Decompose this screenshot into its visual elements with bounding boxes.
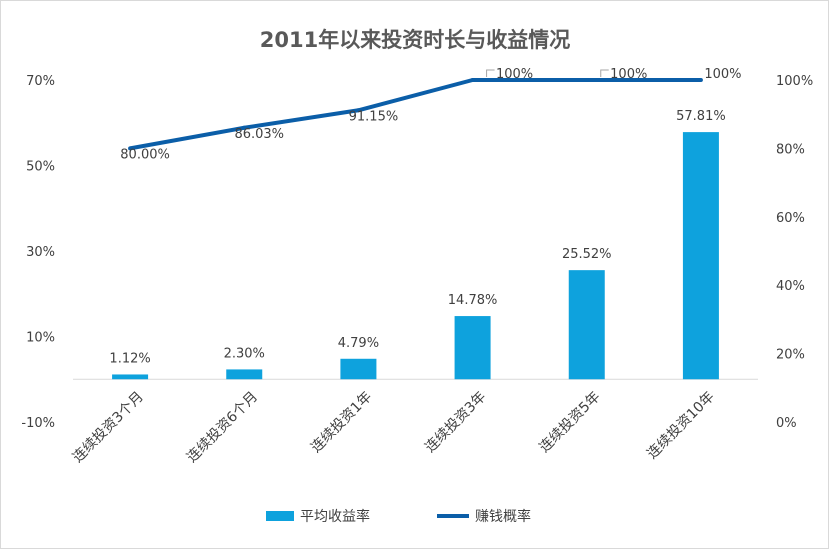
line-label-leader [600,69,609,77]
bar-data-label: 57.81% [676,109,726,124]
category-label: 连续投资10年 [644,388,718,462]
bar [340,358,377,380]
left-axis-tick-label: 70% [26,74,55,89]
right-axis-tick-label: 60% [776,211,805,226]
bar-data-label: 2.30% [224,346,265,361]
right-axis: 0% 20% 40% 60% 80% 100% [776,74,813,431]
legend-label-bar: 平均收益率 [300,508,370,525]
left-axis-tick-label: 10% [26,331,55,346]
category-label: 连续投资3个月 [69,388,147,466]
category-label: 连续投资6个月 [183,388,261,466]
category-label: 连续投资1年 [307,388,375,456]
line-data-label: 91.15% [349,109,399,124]
line-data-label: 80.00% [120,147,170,162]
left-axis-tick-label: -10% [21,416,55,431]
line-label-leader [486,69,495,77]
bar-data-label: 1.12% [109,351,150,366]
legend: 平均收益率 赚钱概率 [266,508,531,525]
left-axis-tick-label: 30% [26,245,55,260]
line-point [242,125,247,130]
bar-data-label: 4.79% [338,336,379,351]
right-axis-tick-label: 80% [776,142,805,157]
bar [568,270,605,380]
bar [226,369,263,380]
bar [454,316,491,380]
right-axis-tick-label: 100% [776,74,813,89]
line-data-label: 100% [704,67,741,82]
legend-swatch-bar [266,511,294,521]
category-labels: 连续投资3个月 连续投资6个月 连续投资1年 连续投资3年 连续投资5年 连续投资10年 [69,388,718,466]
line-path [129,78,701,151]
bar [112,374,149,380]
left-axis-tick-label: 50% [26,160,55,175]
line-point [128,146,133,151]
category-label: 连续投资5年 [536,388,604,456]
bar-series [112,132,719,380]
line-data-label: 100% [610,67,647,82]
line-point [470,78,475,82]
left-axis: -10% 10% 30% 50% 70% [21,74,55,431]
line-data-label: 100% [496,67,533,82]
line-data-label: 86.03% [234,127,284,142]
bar-data-labels: 1.12% 2.30% 4.79% 14.78% 25.52% 57.81% [109,109,725,366]
bar-data-label: 25.52% [562,247,612,262]
legend-label-line: 赚钱概率 [475,508,531,525]
chart-title: 2011年以来投资时长与收益情况 [260,28,570,52]
category-label: 连续投资3年 [422,388,490,456]
right-axis-tick-label: 40% [776,279,805,294]
line-data-labels: 80.00% 86.03% 91.15% 100% 100% 100% [120,67,741,162]
line-point [698,78,703,82]
bar-data-label: 14.78% [448,293,498,308]
line-point [584,78,589,82]
bar [682,132,719,380]
line-point [356,108,361,113]
right-axis-tick-label: 20% [776,348,805,363]
right-axis-tick-label: 0% [776,416,797,431]
line-series [128,78,703,151]
